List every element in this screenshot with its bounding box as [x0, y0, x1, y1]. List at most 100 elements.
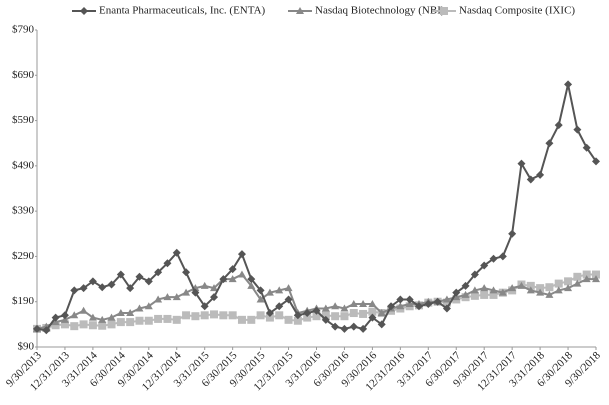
point: [70, 286, 79, 295]
point: [275, 311, 284, 320]
point: [284, 315, 293, 324]
point: [433, 297, 442, 306]
point: [321, 304, 330, 312]
y-tick-label: $390: [12, 205, 35, 217]
point: [182, 311, 191, 320]
point: [228, 275, 237, 283]
point: [42, 326, 51, 335]
point: [154, 314, 163, 323]
legend-marker: [80, 7, 88, 15]
point: [498, 288, 507, 296]
point: [79, 320, 88, 329]
y-tick-label: $590: [12, 114, 35, 126]
point: [219, 311, 228, 320]
point: [592, 275, 600, 283]
point: [88, 277, 97, 286]
point: [210, 310, 219, 319]
point: [414, 302, 423, 311]
point: [359, 299, 368, 307]
point: [508, 284, 517, 292]
point: [200, 311, 209, 320]
point: [256, 311, 265, 320]
legend-marker: [296, 7, 304, 14]
legend-marker: [440, 7, 448, 15]
point: [470, 291, 479, 300]
point: [135, 316, 144, 325]
point: [116, 309, 125, 317]
point: [116, 270, 125, 279]
point: [340, 304, 349, 312]
y-tick-label: $90: [18, 341, 35, 353]
point: [470, 270, 479, 279]
point: [480, 284, 489, 292]
point: [303, 309, 312, 318]
point: [359, 324, 368, 333]
point: [489, 254, 498, 263]
point: [396, 302, 405, 310]
point: [396, 295, 405, 304]
point: [573, 279, 582, 287]
point: [489, 290, 498, 299]
point: [349, 309, 358, 318]
point: [582, 143, 591, 152]
point: [256, 295, 265, 303]
point: [452, 288, 461, 297]
y-tick-label: $290: [12, 250, 35, 262]
point: [275, 286, 284, 294]
point: [256, 286, 265, 295]
point: [470, 286, 479, 294]
point: [480, 290, 489, 299]
point: [275, 302, 284, 311]
point: [312, 312, 321, 321]
point: [424, 299, 433, 308]
point: [368, 307, 377, 316]
point: [51, 318, 60, 326]
point: [70, 322, 79, 331]
point: [293, 316, 302, 325]
point: [293, 311, 302, 320]
point: [210, 284, 219, 292]
point: [51, 313, 60, 322]
point: [312, 306, 321, 315]
point: [60, 315, 69, 323]
point: [247, 281, 256, 289]
point: [144, 277, 153, 286]
y-tick-label: $690: [12, 69, 35, 81]
point: [536, 284, 545, 293]
point: [135, 304, 144, 312]
point: [60, 311, 69, 320]
point: [172, 293, 181, 301]
point: [387, 302, 396, 311]
point: [321, 311, 330, 320]
point: [442, 304, 451, 313]
point: [51, 321, 60, 330]
point: [554, 121, 563, 130]
point: [498, 252, 507, 261]
point: [135, 272, 144, 281]
point: [303, 313, 312, 322]
point: [536, 288, 545, 296]
legend-label: Nasdaq Composite (IXIC): [459, 5, 575, 17]
point: [98, 321, 107, 330]
point: [228, 311, 237, 320]
point: [573, 125, 582, 134]
point: [461, 281, 470, 290]
point: [88, 321, 97, 330]
point: [564, 277, 573, 286]
point: [368, 299, 377, 307]
point: [517, 159, 526, 168]
point: [545, 283, 554, 292]
point: [526, 281, 535, 290]
point: [154, 268, 163, 277]
point: [172, 248, 181, 257]
point: [405, 299, 414, 307]
point: [564, 80, 573, 89]
y-tick-label: $790: [12, 24, 35, 36]
legend-label: Enanta Pharmaceuticals, Inc. (ENTA): [99, 5, 266, 17]
point: [508, 229, 517, 238]
point: [144, 302, 153, 310]
point: [489, 286, 498, 294]
point: [592, 270, 600, 279]
